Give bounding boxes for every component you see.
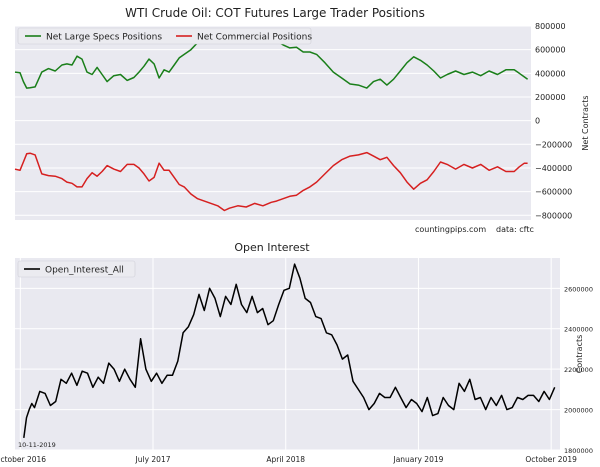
top-y-axis-label: Net Contracts	[581, 95, 590, 150]
y-tick-label: 2600000	[564, 285, 593, 293]
open-interest-chart: Open Interest 1800000 2000000 2200000 24000…	[0, 241, 593, 464]
bottom-chart-title: Open Interest	[234, 241, 310, 254]
y-tick-label: 2200000	[564, 366, 593, 374]
top-legend: Net Large Specs Positions Net Commercial…	[17, 27, 312, 45]
y-tick-label: −400000	[535, 164, 572, 173]
y-tick-label: −600000	[535, 188, 572, 197]
legend-label-specs: Net Large Specs Positions	[46, 33, 162, 43]
y-tick-label: 0	[535, 117, 540, 126]
cot-positions-chart: WTI Crude Oil: COT Futures Large Trader …	[14, 6, 590, 234]
date-stamp-label: 10-11-2019	[18, 441, 56, 449]
bottom-legend: Open_Interest_All	[17, 260, 136, 278]
bottom-x-ticks: October 2016 July 2017 April 2018 January 2…	[0, 455, 577, 464]
y-tick-label: 400000	[535, 69, 566, 78]
y-tick-label: 1800000	[564, 447, 593, 455]
bottom-series	[23, 263, 556, 438]
source-site-label: countingpips.com	[415, 225, 486, 234]
y-tick-label: −200000	[535, 140, 572, 149]
x-tick-label: July 2017	[135, 455, 171, 464]
y-tick-label: 800000	[535, 22, 566, 31]
x-tick-label: January 2019	[392, 455, 443, 464]
bottom-y-ticks: 1800000 2000000 2200000 2400000 2600000	[564, 285, 593, 455]
legend-label-commercial: Net Commercial Positions	[197, 33, 312, 43]
x-tick-label: October 2019	[525, 455, 577, 464]
y-tick-label: 2000000	[564, 407, 593, 415]
legend-label-open-interest: Open_Interest_All	[45, 266, 124, 276]
x-tick-label: October 2016	[0, 455, 46, 464]
x-tick-label: April 2018	[266, 455, 305, 464]
top-chart-title: WTI Crude Oil: COT Futures Large Trader …	[125, 6, 425, 20]
data-source-label: data: cftc	[496, 225, 534, 234]
y-tick-label: 2400000	[564, 326, 593, 334]
y-tick-label: −800000	[535, 211, 572, 220]
bottom-plot-area	[15, 258, 560, 450]
series-line-0	[23, 263, 556, 438]
y-tick-label: 200000	[535, 93, 566, 102]
y-tick-label: 600000	[535, 46, 566, 55]
bottom-y-axis-label: Contracts	[575, 335, 584, 374]
top-plot-area	[15, 26, 531, 220]
series-line-1	[14, 151, 528, 212]
top-legend-box	[17, 27, 312, 45]
top-y-ticks: −800000 −600000 −400000 −200000 0 200000 40000…	[535, 22, 572, 220]
bottom-legend-box	[17, 260, 136, 278]
